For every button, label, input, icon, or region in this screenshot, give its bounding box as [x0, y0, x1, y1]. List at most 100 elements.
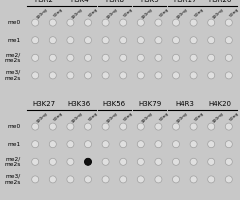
Circle shape	[120, 37, 127, 44]
Circle shape	[49, 123, 56, 130]
Circle shape	[137, 123, 144, 130]
Circle shape	[67, 158, 74, 165]
Text: H3K27: H3K27	[32, 101, 56, 107]
Circle shape	[102, 158, 109, 165]
Circle shape	[208, 176, 215, 183]
Text: H3R26: H3R26	[208, 0, 232, 3]
Circle shape	[32, 37, 39, 44]
Circle shape	[155, 141, 162, 148]
Circle shape	[32, 19, 39, 26]
Circle shape	[102, 176, 109, 183]
Circle shape	[102, 19, 109, 26]
Text: me2/
me2s: me2/ me2s	[5, 156, 21, 167]
Text: 100ng: 100ng	[141, 111, 153, 124]
Circle shape	[67, 72, 74, 79]
Text: 50ng: 50ng	[123, 7, 134, 18]
Circle shape	[32, 72, 39, 79]
Circle shape	[173, 19, 180, 26]
Circle shape	[120, 19, 127, 26]
Text: me0: me0	[8, 20, 21, 25]
Text: 50ng: 50ng	[88, 111, 99, 122]
Circle shape	[208, 158, 215, 165]
Text: 50ng: 50ng	[229, 7, 240, 18]
Text: 50ng: 50ng	[158, 111, 169, 122]
Text: 100ng: 100ng	[211, 7, 224, 20]
Circle shape	[155, 158, 162, 165]
Text: 100ng: 100ng	[70, 7, 83, 20]
Circle shape	[225, 19, 232, 26]
Circle shape	[137, 158, 144, 165]
Text: me2/
me2s: me2/ me2s	[5, 52, 21, 63]
Circle shape	[49, 37, 56, 44]
Circle shape	[49, 176, 56, 183]
Circle shape	[84, 158, 91, 165]
Circle shape	[137, 72, 144, 79]
Text: H4R3: H4R3	[175, 101, 194, 107]
Text: H3K36: H3K36	[68, 101, 91, 107]
Text: H3K56: H3K56	[103, 101, 126, 107]
Circle shape	[67, 37, 74, 44]
Text: 50ng: 50ng	[194, 7, 204, 18]
Circle shape	[120, 54, 127, 61]
Circle shape	[190, 72, 197, 79]
Circle shape	[190, 176, 197, 183]
Circle shape	[120, 176, 127, 183]
Circle shape	[208, 72, 215, 79]
Text: 50ng: 50ng	[88, 7, 99, 18]
Circle shape	[120, 158, 127, 165]
Circle shape	[102, 54, 109, 61]
Circle shape	[49, 72, 56, 79]
Circle shape	[32, 158, 39, 165]
Circle shape	[225, 176, 232, 183]
Circle shape	[190, 19, 197, 26]
Text: H3R8: H3R8	[105, 0, 124, 3]
Text: 100ng: 100ng	[106, 7, 118, 20]
Circle shape	[155, 19, 162, 26]
Circle shape	[208, 54, 215, 61]
Circle shape	[190, 158, 197, 165]
Circle shape	[67, 141, 74, 148]
Text: me1: me1	[8, 142, 21, 147]
Circle shape	[173, 123, 180, 130]
Circle shape	[155, 37, 162, 44]
Circle shape	[173, 158, 180, 165]
Circle shape	[137, 37, 144, 44]
Circle shape	[67, 123, 74, 130]
Circle shape	[225, 158, 232, 165]
Text: me1: me1	[8, 38, 21, 43]
Circle shape	[120, 141, 127, 148]
Circle shape	[137, 176, 144, 183]
Text: 100ng: 100ng	[176, 111, 189, 124]
Circle shape	[84, 37, 91, 44]
Circle shape	[67, 19, 74, 26]
Circle shape	[208, 37, 215, 44]
Text: 50ng: 50ng	[229, 111, 240, 122]
Text: 50ng: 50ng	[53, 7, 64, 18]
Circle shape	[190, 54, 197, 61]
Circle shape	[208, 141, 215, 148]
Text: H3R17: H3R17	[173, 0, 197, 3]
Circle shape	[84, 141, 91, 148]
Circle shape	[84, 19, 91, 26]
Circle shape	[155, 54, 162, 61]
Circle shape	[137, 141, 144, 148]
Circle shape	[32, 176, 39, 183]
Text: 100ng: 100ng	[70, 111, 83, 124]
Circle shape	[155, 176, 162, 183]
Text: me3/
me2s: me3/ me2s	[5, 70, 21, 81]
Text: me0: me0	[8, 124, 21, 129]
Text: H3K4: H3K4	[70, 0, 89, 3]
Text: H3K79: H3K79	[138, 101, 161, 107]
Circle shape	[102, 141, 109, 148]
Circle shape	[32, 123, 39, 130]
Circle shape	[84, 72, 91, 79]
Circle shape	[32, 141, 39, 148]
Circle shape	[190, 141, 197, 148]
Circle shape	[137, 54, 144, 61]
Circle shape	[67, 176, 74, 183]
Text: 100ng: 100ng	[211, 111, 224, 124]
Circle shape	[190, 37, 197, 44]
Text: 50ng: 50ng	[53, 111, 64, 122]
Circle shape	[173, 54, 180, 61]
Circle shape	[84, 176, 91, 183]
